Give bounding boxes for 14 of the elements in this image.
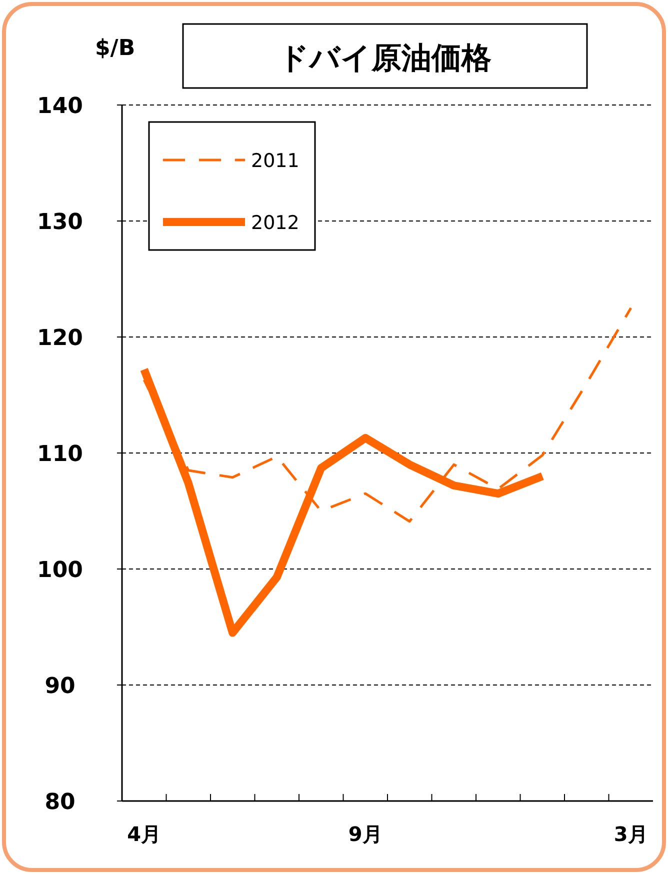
y-tick-label: 90 (44, 674, 76, 699)
legend-label: 2011 (251, 150, 300, 172)
y-tick-label: 130 (37, 210, 83, 235)
x-tick-label: 4月 (127, 822, 162, 846)
x-tick-label: 3月 (614, 822, 648, 846)
y-tick-label: 100 (37, 558, 83, 583)
y-tick-label: 140 (37, 94, 83, 119)
chart-title: ドバイ原油価格 (278, 41, 492, 76)
y-tick-label: 80 (44, 790, 76, 815)
y-tick-label: 120 (37, 326, 83, 351)
legend-label: 2012 (251, 212, 300, 234)
y-tick-label: 110 (37, 442, 83, 467)
y-axis-title: $/B (95, 36, 136, 61)
x-tick-label: 9月 (348, 822, 382, 846)
